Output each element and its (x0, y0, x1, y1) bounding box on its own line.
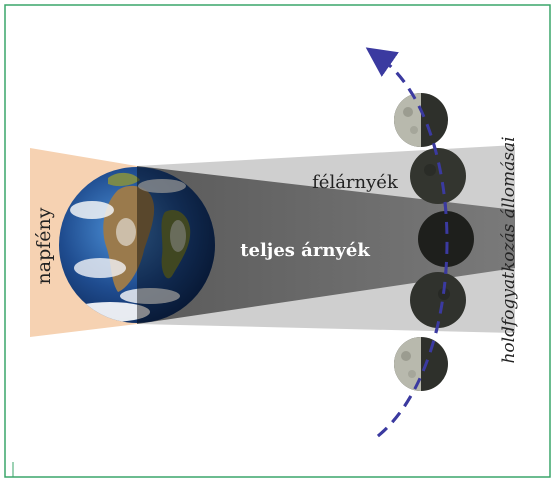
moon-phase-5 (394, 337, 448, 391)
continent-europe (108, 172, 140, 187)
moon-phase-3 (418, 211, 474, 267)
sunlight-label: napfény (33, 207, 55, 284)
penumbra-label: félárnyék (312, 172, 399, 193)
eclipse-stages-label: holdfogyatkozás állomásai (499, 136, 519, 363)
moon-phase-4 (410, 272, 466, 328)
umbra-label: teljes árnyék (240, 240, 370, 261)
moon-orbit-overlay (377, 54, 449, 438)
moon-phase-1 (394, 93, 448, 147)
umbra-region (137, 166, 515, 324)
moon-phase-2 (410, 148, 466, 204)
